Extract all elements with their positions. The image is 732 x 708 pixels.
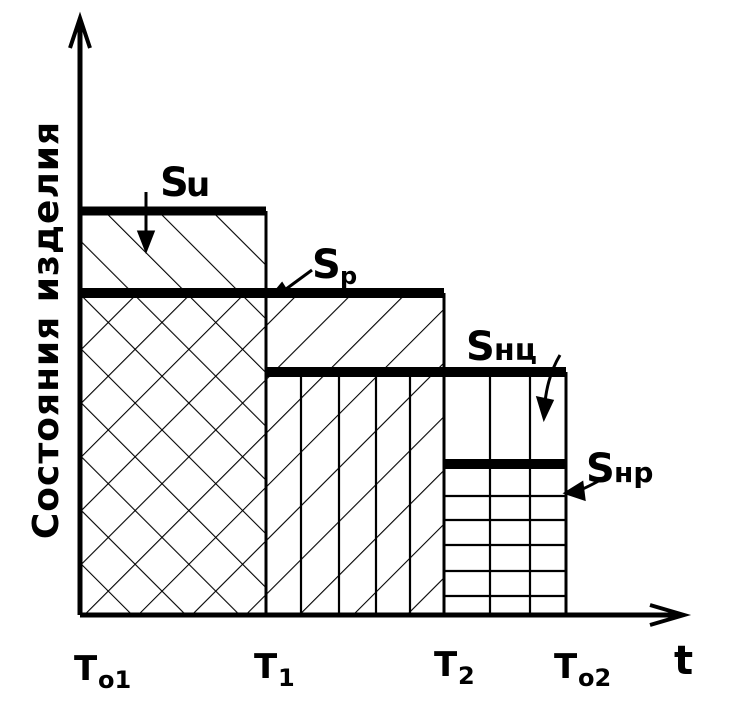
- tick-t01: T o1: [74, 649, 131, 694]
- label-sp: S p: [312, 242, 357, 290]
- svg-text:нр: нр: [614, 456, 653, 489]
- svg-text:S: S: [466, 324, 495, 370]
- x-axis-arrow-icon: [649, 603, 692, 627]
- svg-text:T: T: [434, 645, 458, 685]
- cross-hatched-region: [80, 293, 266, 615]
- tick-t1: T 1: [254, 647, 295, 692]
- label-su: S u: [160, 160, 210, 206]
- sp-hatched-region: [266, 293, 444, 615]
- svg-text:S: S: [160, 160, 189, 206]
- svg-text:T: T: [74, 649, 98, 689]
- tick-t2: T 2: [434, 645, 475, 690]
- tick-t02: T o2: [554, 647, 611, 692]
- snu-vertical-hatching: [299, 372, 412, 615]
- y-axis-label: Состояния изделия: [26, 121, 67, 539]
- y-axis-arrow-icon: [68, 11, 92, 49]
- svg-text:u: u: [186, 165, 210, 205]
- svg-text:o2: o2: [578, 664, 611, 692]
- su-hatched-region: [80, 211, 266, 293]
- svg-text:1: 1: [278, 664, 295, 692]
- svg-text:2: 2: [458, 662, 475, 690]
- label-snp: S нр: [586, 446, 653, 492]
- grid-region-t2-t02: [444, 372, 566, 615]
- label-pointers: [136, 192, 605, 502]
- svg-text:o1: o1: [98, 666, 131, 694]
- label-snu: S нц: [466, 324, 537, 370]
- svg-text:p: p: [340, 262, 357, 290]
- svg-text:T: T: [254, 647, 278, 687]
- x-axis-label: t: [674, 638, 693, 684]
- svg-text:T: T: [554, 647, 578, 687]
- svg-text:нц: нц: [494, 333, 537, 368]
- svg-text:S: S: [586, 446, 615, 492]
- svg-text:S: S: [312, 242, 341, 288]
